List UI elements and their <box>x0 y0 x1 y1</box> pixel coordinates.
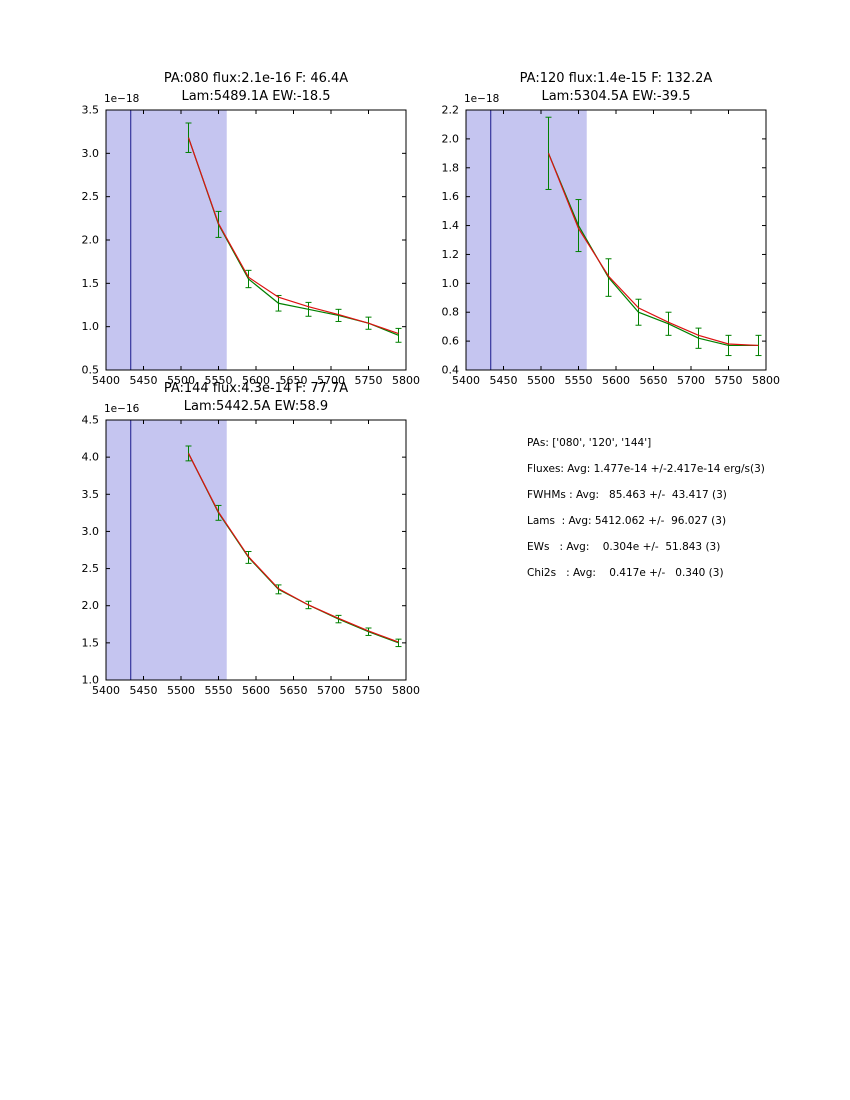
x-tick-label: 5500 <box>167 684 195 697</box>
y-tick-label: 1.0 <box>442 277 460 290</box>
y-tick-label: 2.5 <box>82 190 100 203</box>
chart-pa144: 5400 5450 5500 5550 5600 5650 5700 5750 5800 1.0 1… <box>82 381 421 697</box>
summary-text: PAs: ['080', '120', '144'] Fluxes: Avg: … <box>527 430 765 586</box>
x-tick-label: 5750 <box>355 374 383 387</box>
plot-title-line1: PA:080 flux:2.1e-16 F: 46.4A <box>164 71 348 86</box>
y-tick-label: 1.5 <box>82 636 100 649</box>
x-tick-label: 5550 <box>205 374 233 387</box>
x-tick-label: 5400 <box>452 374 480 387</box>
x-tick-label: 5550 <box>205 684 233 697</box>
chart-pa080: 5400 5450 5500 5550 5600 5650 5700 5750 5800 0.5 1… <box>82 71 421 387</box>
x-tick-label: 5700 <box>317 374 345 387</box>
y-tick-label: 4.5 <box>82 414 100 427</box>
axis-offset-label: 1e−18 <box>104 93 139 105</box>
y-tick-label: 2.0 <box>82 234 100 247</box>
x-tick-label: 5500 <box>527 374 555 387</box>
fit-line <box>187 453 399 643</box>
x-tick-label: 5550 <box>565 374 593 387</box>
x-tick-label: 5450 <box>130 684 158 697</box>
shaded-region <box>106 420 227 680</box>
y-tick-label: 0.5 <box>82 364 100 377</box>
plot-title-line2: Lam:5489.1A EW:-18.5 <box>181 89 330 104</box>
x-tick-label: 5600 <box>242 374 270 387</box>
x-tick-label: 5700 <box>677 374 705 387</box>
y-tick-label: 1.4 <box>442 219 460 232</box>
y-tick-label: 3.5 <box>82 104 100 117</box>
x-tick-label: 5400 <box>92 374 120 387</box>
x-tick-label: 5700 <box>317 684 345 697</box>
y-tick-label: 0.4 <box>442 364 460 377</box>
x-tick-label: 5600 <box>602 374 630 387</box>
x-tick-label: 5450 <box>490 374 518 387</box>
x-tick-label: 5400 <box>92 684 120 697</box>
spectrum-line <box>547 153 759 347</box>
y-tick-label: 1.8 <box>442 161 460 174</box>
y-tick-label: 3.0 <box>82 525 100 538</box>
summary-line-ews: EWs : Avg: 0.304e +/- 51.843 (3) <box>527 541 721 553</box>
axis-offset-label: 1e−18 <box>464 93 499 105</box>
y-tick-label: 2.0 <box>82 599 100 612</box>
fit-line <box>187 137 399 335</box>
plot-title-line1: PA:120 flux:1.4e-15 F: 132.2A <box>520 71 713 86</box>
shaded-region <box>466 110 587 370</box>
y-tick-label: 3.5 <box>82 488 100 501</box>
summary-line-chi2s: Chi2s : Avg: 0.417e +/- 0.340 (3) <box>527 567 724 579</box>
x-tick-label: 5450 <box>130 374 158 387</box>
plot-pa080: 5400 5450 5500 5550 5600 5650 5700 5750 5800 0.5 1… <box>40 60 421 390</box>
x-tick-label: 5750 <box>355 684 383 697</box>
y-tick-label: 2.2 <box>442 104 460 117</box>
y-tick-label: 0.8 <box>442 306 460 319</box>
y-tick-label: 0.6 <box>442 335 460 348</box>
summary-line-lams: Lams : Avg: 5412.062 +/- 96.027 (3) <box>527 515 727 527</box>
shaded-region <box>106 110 227 370</box>
y-tick-label: 1.5 <box>82 277 100 290</box>
x-tick-label: 5500 <box>167 374 195 387</box>
plot-pa144: 5400 5450 5500 5550 5600 5650 5700 5750 5800 1.0 1… <box>40 370 421 700</box>
x-tick-label: 5600 <box>242 684 270 697</box>
x-tick-label: 5800 <box>392 684 420 697</box>
x-tick-label: 5800 <box>752 374 780 387</box>
x-tick-label: 5750 <box>715 374 743 387</box>
x-tick-label: 5650 <box>280 684 308 697</box>
y-tick-label: 4.0 <box>82 451 100 464</box>
y-tick-label: 3.0 <box>82 147 100 160</box>
y-tick-label: 1.0 <box>82 320 100 333</box>
chart-pa120: 5400 5450 5500 5550 5600 5650 5700 5750 5800 0.4 0… <box>442 71 781 387</box>
plot-title-line1: PA:144 flux:4.3e-14 F: 77.7A <box>164 381 348 396</box>
summary-line-fluxes: Fluxes: Avg: 1.477e-14 +/-2.417e-14 erg/… <box>527 463 765 475</box>
x-tick-label: 5650 <box>280 374 308 387</box>
summary-line-fwhms: FWHMs : Avg: 85.463 +/- 43.417 (3) <box>527 489 727 501</box>
y-tick-label: 2.0 <box>442 132 460 145</box>
y-tick-label: 1.0 <box>82 674 100 687</box>
y-tick-label: 1.6 <box>442 190 460 203</box>
summary-line-pas: PAs: ['080', '120', '144'] <box>527 437 652 449</box>
plot-pa120: 5400 5450 5500 5550 5600 5650 5700 5750 5800 0.4 0… <box>400 60 781 390</box>
axis-offset-label: 1e−16 <box>104 403 140 415</box>
plot-title-line2: Lam:5442.5A EW:58.9 <box>184 399 328 414</box>
x-tick-label: 5800 <box>392 374 420 387</box>
plot-title-line2: Lam:5304.5A EW:-39.5 <box>541 89 690 104</box>
y-tick-label: 2.5 <box>82 562 100 575</box>
x-tick-label: 5650 <box>640 374 668 387</box>
fit-line <box>547 153 759 347</box>
y-tick-label: 1.2 <box>442 248 460 261</box>
